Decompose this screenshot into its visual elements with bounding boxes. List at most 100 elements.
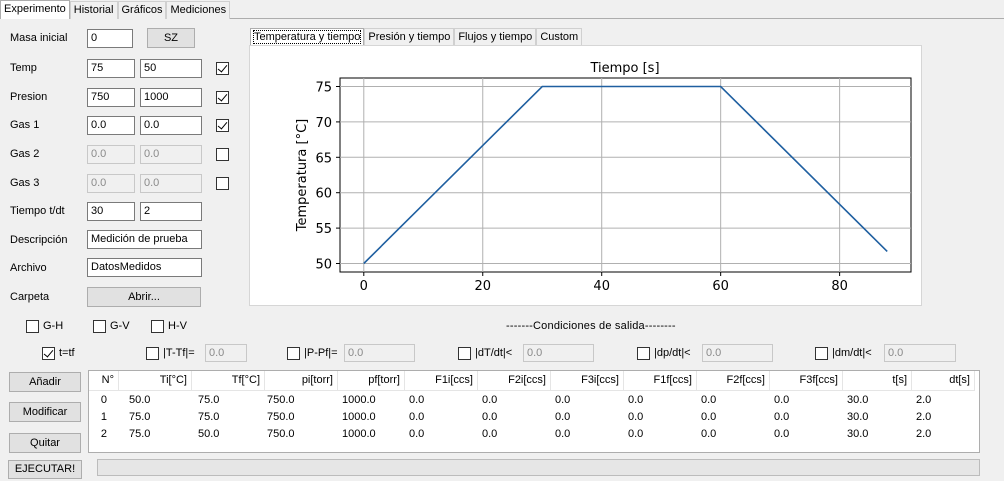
table-cell: 2.0 [916,394,932,406]
cond-dmdt-checkbox[interactable] [815,347,828,360]
tab-temperatura-tiempo[interactable]: Temperatura y tiempo [250,28,365,45]
tiempo-t-input[interactable]: 30 [87,202,135,221]
gas1-initial-input[interactable]: 0.0 [87,116,135,135]
masa-label: Masa inicial [10,32,68,44]
presion-initial-input[interactable]: 750 [87,88,135,107]
hv-checkbox[interactable] [151,320,164,333]
presion-checkbox[interactable] [216,91,229,104]
table-cell: 0.0 [628,411,644,423]
table-row[interactable]: 0 50.0 75.0 750.0 1000.0 0.0 0.0 0.0 0.0 0.0 0.0 30… [89,392,979,409]
quitar-button[interactable]: Quitar [9,433,81,453]
gas2-checkbox[interactable] [216,148,229,161]
row-index: 2 [100,428,107,440]
table-cell: 0.0 [555,428,571,440]
modificar-button[interactable]: Modificar [9,402,81,422]
column-header[interactable]: F2f[ccs] [697,371,770,391]
table-row[interactable]: 2 75.0 50.0 750.0 1000.0 0.0 0.0 0.0 0.0 0.0 0.0 30… [89,426,979,443]
table-cell: 75.0 [129,411,151,423]
masa-input[interactable]: 0 [87,29,133,48]
table-cell: 0.0 [482,394,498,406]
cond-dT-input[interactable]: 0.0 [205,344,247,362]
table-cell: 750.0 [267,394,295,406]
abrir-button[interactable]: Abrir... [87,287,201,307]
table-cell: 0.0 [555,394,571,406]
table-cell: 0.0 [701,411,717,423]
condiciones-label: -------Condiciones de salida-------- [506,320,676,332]
column-header[interactable]: F2i[ccs] [478,371,551,391]
table-cell: 0.0 [409,428,425,440]
gas1-checkbox[interactable] [216,119,229,132]
table-cell: 30.0 [847,428,869,440]
tab-historial[interactable]: Historial [69,1,118,19]
column-header[interactable]: pf[torr] [338,371,405,391]
cond-dP-input[interactable]: 0.0 [344,344,415,362]
column-header[interactable]: dt[s] [912,371,975,391]
carpeta-label: Carpeta [10,291,50,303]
y-axis-label: Temperatura [°C] [295,119,310,232]
x-tick-label: 20 [474,279,491,294]
steps-table: N° Ti[°C] Tf[°C] pi[torr] pf[torr] F1i[ccs] F2… [88,370,980,453]
table-cell: 75.0 [198,394,220,406]
column-header[interactable]: pi[torr] [265,371,338,391]
gas2-initial-input[interactable]: 0.0 [87,145,135,164]
gv-checkbox[interactable] [93,320,106,333]
table-cell: 30.0 [847,394,869,406]
tab-presion-tiempo[interactable]: Presión y tiempo [364,28,455,45]
presion-final-input[interactable]: 1000 [140,88,202,107]
table-cell: 0.0 [774,428,790,440]
table-row[interactable]: 1 75.0 75.0 750.0 1000.0 0.0 0.0 0.0 0.0 0.0 0.0 30… [89,409,979,426]
cond-dP-checkbox[interactable] [287,347,300,360]
column-header[interactable]: Ti[°C] [119,371,192,391]
table-cell: 1000.0 [342,428,376,440]
tab-mediciones[interactable]: Mediciones [166,1,231,19]
gv-label: G-V [110,320,130,332]
tab-graficos[interactable]: Gráficos [117,1,167,19]
gas3-initial-input[interactable]: 0.0 [87,174,135,193]
gas3-label: Gas 3 [10,177,40,189]
cond-dpdt-checkbox[interactable] [637,347,650,360]
ejecutar-button[interactable]: EJECUTAR! [8,460,82,479]
tab-experimento[interactable]: Experimento [0,0,70,19]
gas1-label: Gas 1 [10,119,40,131]
cond-dpdt-input[interactable]: 0.0 [702,344,773,362]
plot-panel: 0 20 40 60 80 50 55 60 65 70 75 Tiempo [s] Tempera… [249,45,922,306]
tiempo-dt-input[interactable]: 2 [140,202,202,221]
tab-flujos-tiempo[interactable]: Flujos y tiempo [454,28,537,45]
anadir-button[interactable]: Añadir [9,372,81,392]
column-header[interactable]: t[s] [843,371,912,391]
gh-checkbox[interactable] [26,320,39,333]
temp-label: Temp [10,62,37,74]
table-cell: 0.0 [774,394,790,406]
column-header[interactable]: F1i[ccs] [405,371,478,391]
table-cell: 0.0 [628,394,644,406]
sz-button[interactable]: SZ [147,28,195,48]
descripcion-input[interactable]: Medición de prueba [87,230,202,249]
cond-dTdt-input[interactable]: 0.0 [523,344,594,362]
x-tick-label: 0 [360,279,368,294]
cond-dT-checkbox[interactable] [146,347,159,360]
column-header[interactable]: Tf[°C] [192,371,265,391]
gas1-final-input[interactable]: 0.0 [140,116,202,135]
cond-dTdt-checkbox[interactable] [458,347,471,360]
column-header[interactable]: F3f[ccs] [770,371,843,391]
hv-label: H-V [168,320,187,332]
x-tick-label: 60 [712,279,729,294]
table-cell: 0.0 [701,394,717,406]
gas3-final-input[interactable]: 0.0 [140,174,202,193]
gas3-checkbox[interactable] [216,177,229,190]
y-tick-label: 75 [315,80,332,95]
column-header[interactable]: F3i[ccs] [551,371,624,391]
column-header[interactable]: N° [89,371,119,391]
temp-final-input[interactable]: 50 [140,59,202,78]
archivo-input[interactable]: DatosMedidos [87,258,202,277]
temperature-chart: 0 20 40 60 80 50 55 60 65 70 75 Tiempo [s] Tempera… [295,61,912,294]
gas2-final-input[interactable]: 0.0 [140,145,202,164]
cond-dmdt-input[interactable]: 0.0 [884,344,956,362]
cond-t-tf-checkbox[interactable] [42,347,55,360]
cond-dmdt-label: |dm/dt|< [832,347,872,359]
y-tick-label: 65 [315,151,332,166]
column-header[interactable]: F1f[ccs] [624,371,697,391]
temp-initial-input[interactable]: 75 [87,59,135,78]
tab-custom[interactable]: Custom [536,28,583,45]
temp-checkbox[interactable] [216,62,229,75]
